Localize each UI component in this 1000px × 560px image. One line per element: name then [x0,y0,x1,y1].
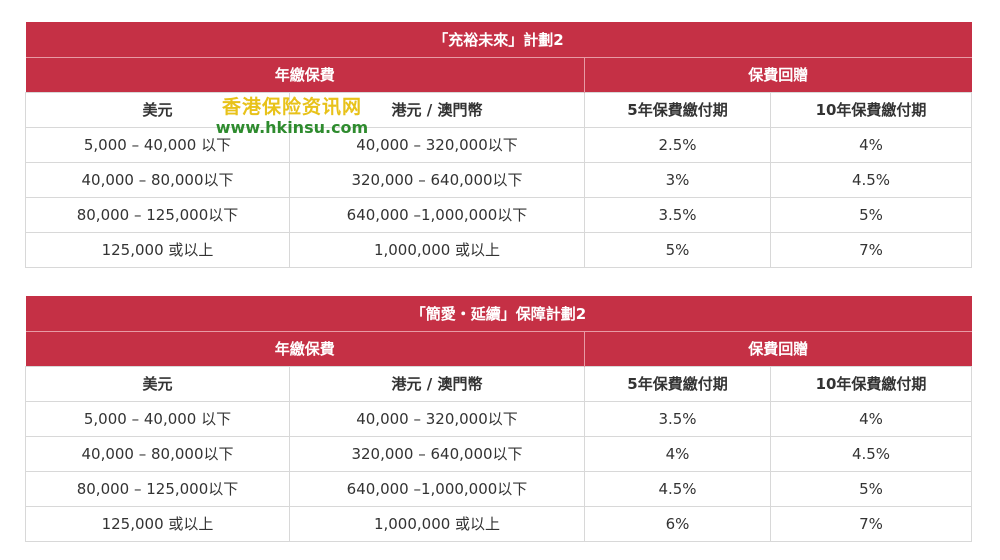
cell-5yr: 2.5% [584,126,771,163]
group-header-annual-premium: 年繳保費 [25,57,585,92]
table-row: 80,000 – 125,000以下 640,000 –1,000,000以下 … [25,470,973,507]
table-row: 5,000 – 40,000 以下 40,000 – 320,000以下 3.5… [25,400,973,437]
cell-5yr: 4% [584,435,771,472]
column-header-5yr: 5年保費繳付期 [584,365,771,402]
premium-rebate-table-2: 「簡愛・延續」保障計劃2 年繳保費 保費回贈 美元 港元 / 澳門幣 5年保費繳… [25,296,973,542]
cell-5yr: 3% [584,161,771,198]
column-header-row: 美元 港元 / 澳門幣 5年保費繳付期 10年保費繳付期 [25,365,973,402]
table-row: 5,000 – 40,000 以下 40,000 – 320,000以下 2.5… [25,126,973,163]
group-header-annual-premium: 年繳保費 [25,331,585,366]
cell-5yr: 3.5% [584,400,771,437]
group-header-row: 年繳保費 保費回贈 [25,57,972,92]
cell-usd: 5,000 – 40,000 以下 [25,126,290,163]
group-header-premium-rebate: 保費回贈 [583,331,972,366]
cell-hkd: 320,000 – 640,000以下 [289,161,585,198]
cell-hkd: 320,000 – 640,000以下 [289,435,585,472]
cell-hkd: 1,000,000 或以上 [289,231,585,268]
column-header-usd: 美元 [25,365,290,402]
table-title-row: 「簡愛・延續」保障計劃2 [25,296,972,332]
table-row: 125,000 或以上 1,000,000 或以上 5% 7% [25,231,973,268]
cell-usd: 125,000 或以上 [25,505,290,542]
table-row: 40,000 – 80,000以下 320,000 – 640,000以下 3%… [25,161,973,198]
cell-10yr: 4.5% [769,161,973,198]
column-header-usd: 美元 [25,91,290,128]
table-title: 「簡愛・延續」保障計劃2 [25,296,972,332]
group-header-premium-rebate: 保費回贈 [583,57,972,92]
cell-10yr: 7% [769,505,973,542]
cell-10yr: 4% [769,400,973,437]
cell-10yr: 7% [769,231,973,268]
cell-hkd: 40,000 – 320,000以下 [289,126,585,163]
table-row: 40,000 – 80,000以下 320,000 – 640,000以下 4%… [25,435,973,472]
cell-usd: 40,000 – 80,000以下 [25,161,290,198]
cell-5yr: 3.5% [584,196,771,233]
cell-10yr: 5% [769,196,973,233]
cell-10yr: 4.5% [769,435,973,472]
cell-10yr: 5% [769,470,973,507]
premium-rebate-table-1: 「充裕未來」計劃2 年繳保費 保費回贈 美元 港元 / 澳門幣 5年保費繳付期 … [25,22,973,268]
column-header-10yr: 10年保費繳付期 [769,91,973,128]
cell-hkd: 640,000 –1,000,000以下 [289,196,585,233]
column-header-hkd-mop: 港元 / 澳門幣 [289,365,585,402]
column-header-hkd-mop: 港元 / 澳門幣 [289,91,585,128]
cell-hkd: 40,000 – 320,000以下 [289,400,585,437]
cell-usd: 125,000 或以上 [25,231,290,268]
table-row: 80,000 – 125,000以下 640,000 –1,000,000以下 … [25,196,973,233]
cell-5yr: 4.5% [584,470,771,507]
column-header-5yr: 5年保費繳付期 [584,91,771,128]
cell-usd: 80,000 – 125,000以下 [25,470,290,507]
group-header-row: 年繳保費 保費回贈 [25,331,972,366]
table-title-row: 「充裕未來」計劃2 [25,22,972,58]
cell-10yr: 4% [769,126,973,163]
table-row: 125,000 或以上 1,000,000 或以上 6% 7% [25,505,973,542]
cell-usd: 5,000 – 40,000 以下 [25,400,290,437]
cell-hkd: 1,000,000 或以上 [289,505,585,542]
cell-5yr: 5% [584,231,771,268]
cell-5yr: 6% [584,505,771,542]
column-header-row: 美元 港元 / 澳門幣 5年保費繳付期 10年保費繳付期 [25,91,973,128]
table-title: 「充裕未來」計劃2 [25,22,972,58]
column-header-10yr: 10年保費繳付期 [769,365,973,402]
cell-usd: 40,000 – 80,000以下 [25,435,290,472]
cell-hkd: 640,000 –1,000,000以下 [289,470,585,507]
cell-usd: 80,000 – 125,000以下 [25,196,290,233]
